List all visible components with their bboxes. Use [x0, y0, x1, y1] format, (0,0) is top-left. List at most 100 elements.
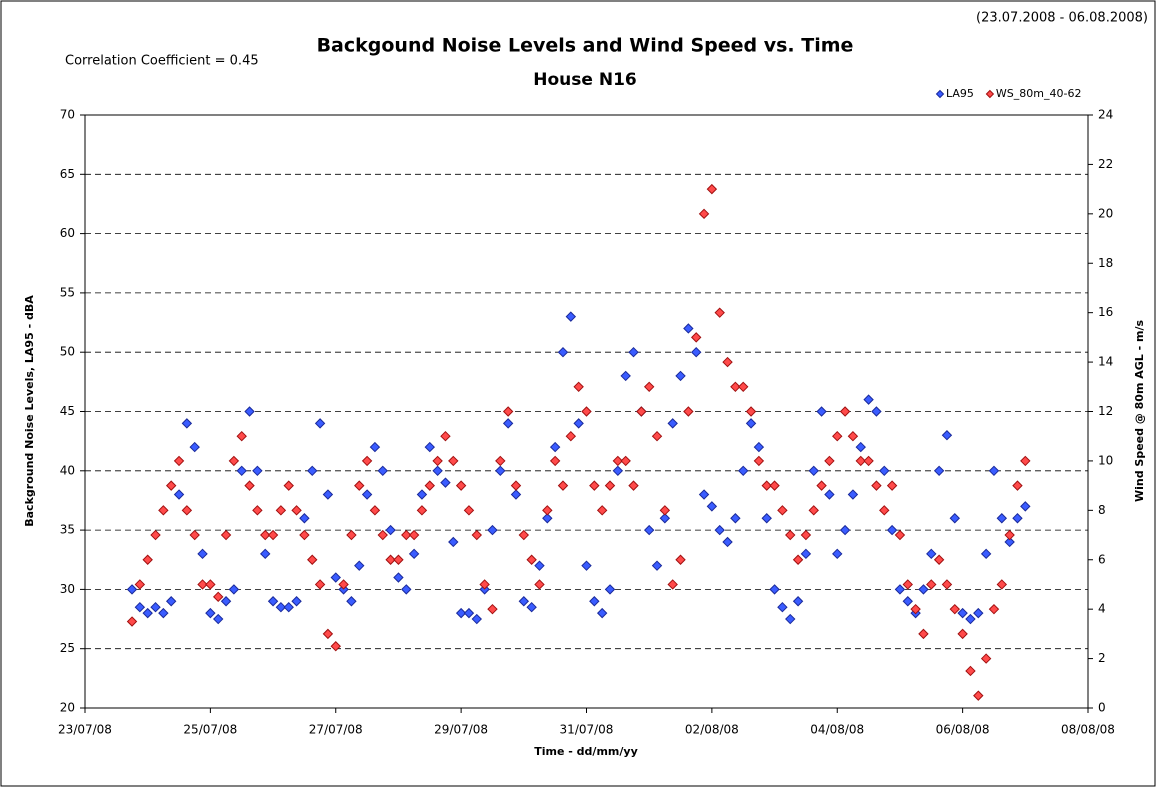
point [479, 579, 490, 590]
point [706, 183, 718, 195]
point [973, 607, 984, 619]
y2-tick-label: 6 [1098, 552, 1106, 566]
point [832, 548, 843, 560]
point [354, 480, 365, 491]
point [573, 381, 584, 392]
y2-tick-label: 22 [1098, 157, 1113, 171]
x-tick-label: 23/07/08 [58, 723, 112, 737]
point [808, 465, 819, 477]
point [832, 431, 843, 442]
point [377, 529, 388, 541]
x-tick-label: 31/07/08 [560, 723, 614, 737]
y-tick-label: 55 [60, 285, 75, 299]
point [675, 554, 686, 565]
x-axis-title: Time - dd/mm/yy [534, 745, 637, 758]
point [557, 346, 569, 358]
legend-marker [935, 89, 945, 99]
legend-marker [985, 89, 995, 99]
point [690, 346, 702, 358]
point [401, 529, 412, 541]
x-tick-label: 08/08/08 [1061, 723, 1115, 737]
point [745, 418, 757, 429]
point [620, 370, 631, 382]
point [996, 513, 1008, 524]
point [816, 406, 827, 417]
point [643, 524, 655, 536]
point [440, 477, 451, 488]
point [299, 513, 310, 524]
point [291, 505, 302, 516]
plot-area [84, 114, 1089, 709]
y-tick-label: 25 [60, 641, 75, 655]
point [800, 529, 812, 541]
point [408, 548, 420, 560]
point [941, 430, 953, 441]
point [134, 579, 146, 590]
x-tick-label: 02/08/08 [685, 723, 739, 737]
point [502, 418, 514, 429]
point [965, 613, 976, 625]
legend-label: LA95 [946, 87, 974, 100]
point [275, 505, 287, 516]
point [244, 480, 255, 491]
point [879, 505, 890, 516]
point [628, 480, 639, 491]
point [847, 431, 859, 442]
point [596, 505, 608, 516]
point [800, 548, 812, 560]
point [275, 601, 287, 613]
point [792, 596, 804, 607]
point [283, 601, 294, 613]
point [307, 554, 318, 565]
point [871, 406, 882, 417]
point [346, 529, 357, 541]
point [667, 579, 678, 590]
point [416, 489, 428, 500]
point [252, 465, 263, 477]
y2-tick-label: 14 [1098, 355, 1113, 369]
point [683, 406, 694, 417]
point [213, 613, 224, 625]
point [651, 560, 663, 571]
point [557, 480, 569, 491]
point [408, 529, 420, 541]
point [596, 607, 608, 619]
point [471, 529, 483, 541]
y-tick-label: 20 [60, 701, 75, 715]
point [926, 548, 937, 560]
point [1020, 501, 1031, 512]
point [502, 406, 514, 417]
point [236, 431, 247, 442]
point [455, 480, 467, 491]
point [291, 596, 302, 607]
point [267, 596, 279, 607]
point [769, 480, 780, 491]
point [385, 554, 396, 565]
y2-tick-label: 2 [1098, 651, 1106, 665]
point [369, 505, 381, 516]
point [816, 480, 827, 491]
point [675, 370, 686, 382]
point [933, 554, 945, 565]
point [808, 505, 819, 516]
point [440, 431, 451, 442]
point [416, 505, 428, 516]
point [690, 332, 702, 343]
point [534, 560, 545, 571]
point [213, 591, 224, 603]
y2-tick-label: 4 [1098, 602, 1106, 616]
point [573, 418, 584, 429]
point [518, 529, 530, 541]
point [330, 641, 341, 652]
point [549, 455, 561, 467]
point [949, 513, 960, 524]
point [683, 323, 694, 334]
point [495, 455, 506, 467]
chart-subtitle: House N16 [533, 70, 636, 90]
point [330, 572, 341, 583]
point [894, 529, 906, 541]
point [753, 455, 765, 467]
point [886, 524, 898, 536]
point [769, 584, 780, 595]
point [455, 607, 467, 619]
